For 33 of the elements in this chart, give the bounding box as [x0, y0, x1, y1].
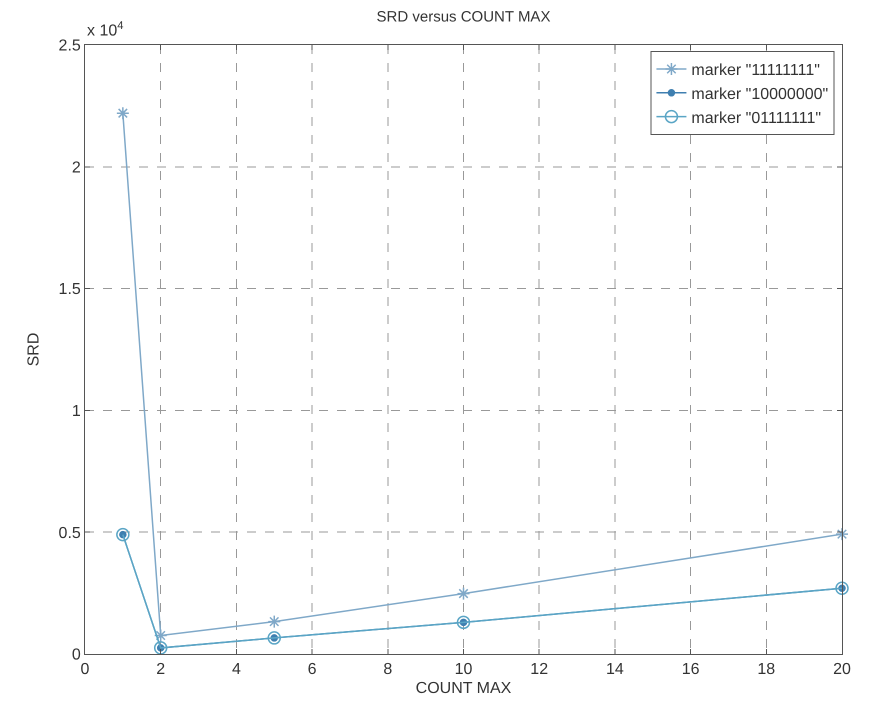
point: [835, 527, 849, 541]
legend-label: marker "11111111": [691, 62, 820, 80]
x-tick-label: 14: [606, 661, 624, 678]
y-tick-label: 0.5: [58, 524, 81, 542]
y-tick-label: 2: [72, 159, 81, 176]
y-tick-label: 1.5: [58, 281, 81, 298]
y-tick-label: 2.5: [58, 38, 81, 55]
text: x 10$^{4}$: [87, 20, 124, 40]
y-axis-title: SRD: [25, 332, 42, 366]
chart-title: SRD versus COUNT MAX: [376, 8, 550, 26]
x-tick-label: 8: [383, 661, 392, 678]
x-tick-label: 2: [156, 661, 166, 678]
x-tick-label: 10: [454, 661, 472, 678]
point: [268, 631, 281, 645]
y-tick-label: 1: [72, 403, 81, 420]
x-tick-label: 4: [232, 661, 241, 678]
point: [154, 628, 168, 642]
legend-label: marker "10000000": [691, 86, 828, 104]
x-tick-label: 20: [833, 661, 851, 678]
x-tick-label: 18: [757, 661, 776, 678]
x-tick-label: 12: [530, 661, 548, 678]
y-tick-label: 0: [72, 646, 81, 664]
point: [835, 581, 849, 595]
x-tick-label: 16: [682, 661, 700, 678]
x-tick-label: 6: [308, 661, 317, 678]
x-axis-title: COUNT MAX: [416, 680, 512, 697]
point: [456, 616, 470, 630]
legend-label: marker "01111111": [691, 110, 822, 127]
point: [116, 528, 130, 542]
point: [154, 641, 168, 655]
point: [456, 586, 470, 600]
point: [116, 106, 130, 120]
point: [268, 614, 281, 628]
